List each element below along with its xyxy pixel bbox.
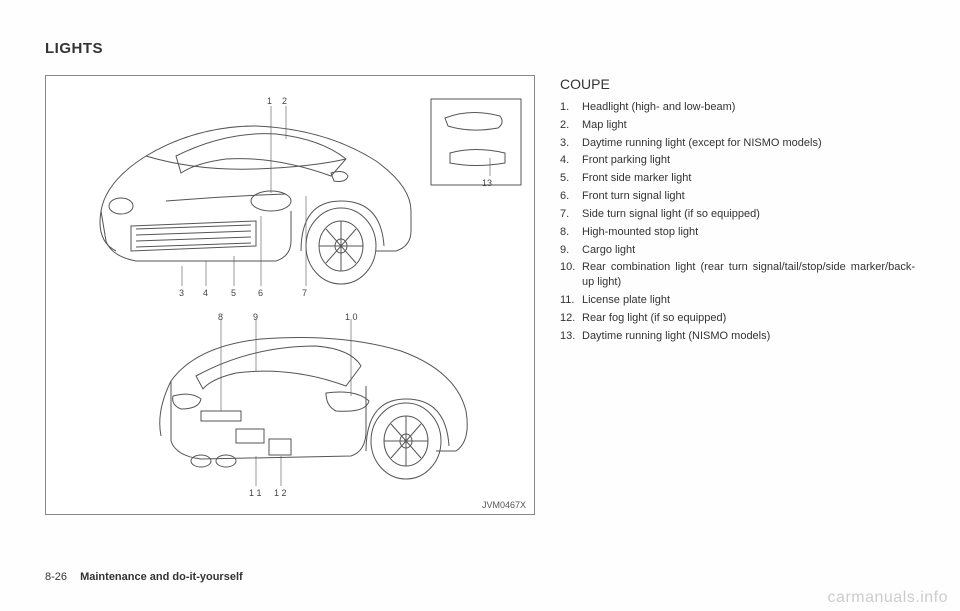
item-num: 13. [560,329,582,344]
list-item: 4.Front parking light [560,153,915,168]
item-num: 10. [560,260,582,290]
callout-2: 2 [282,96,287,106]
item-num: 5. [560,171,582,186]
item-num: 12. [560,311,582,326]
item-num: 2. [560,118,582,133]
callout-3: 3 [179,288,184,298]
item-text: Front side marker light [582,171,915,186]
item-text: Daytime running light (except for NISMO … [582,136,915,151]
figure-column: 1 2 3 4 5 6 7 13 [45,75,535,515]
inset-detail [430,98,522,186]
list-item: 10.Rear combination light (rear turn sig… [560,260,915,290]
callout-9: 9 [253,312,258,322]
subheading: COUPE [560,75,915,94]
list-item: 2.Map light [560,118,915,133]
car-rear-diagram [141,311,476,496]
list-item: 13.Daytime running light (NISMO models) [560,329,915,344]
item-num: 6. [560,189,582,204]
item-text: License plate light [582,293,915,308]
callout-1: 1 [267,96,272,106]
item-num: 11. [560,293,582,308]
text-column: COUPE 1.Headlight (high- and low-beam) 2… [560,75,915,515]
item-text: Cargo light [582,243,915,258]
list-item: 7.Side turn signal light (if so equipped… [560,207,915,222]
item-text: Map light [582,118,915,133]
page-heading: LIGHTS [45,40,915,57]
figure-box: 1 2 3 4 5 6 7 13 [45,75,535,515]
watermark: carmanuals.info [828,589,948,607]
page-number: 8-26 [45,571,67,583]
callout-7: 7 [302,288,307,298]
list-item: 12.Rear fog light (if so equipped) [560,311,915,326]
item-num: 3. [560,136,582,151]
list-item: 9.Cargo light [560,243,915,258]
callout-11: 1 1 [249,488,262,498]
callout-12: 1 2 [274,488,287,498]
figure-reference: JVM0467X [482,500,526,510]
lights-list: 1.Headlight (high- and low-beam) 2.Map l… [560,100,915,344]
section-title: Maintenance and do-it-yourself [80,571,243,583]
item-text: Front parking light [582,153,915,168]
item-text: Daytime running light (NISMO models) [582,329,915,344]
list-item: 6.Front turn signal light [560,189,915,204]
item-text: Rear fog light (if so equipped) [582,311,915,326]
callout-5: 5 [231,288,236,298]
item-num: 9. [560,243,582,258]
item-num: 8. [560,225,582,240]
list-item: 5.Front side marker light [560,171,915,186]
list-item: 8.High-mounted stop light [560,225,915,240]
item-text: High-mounted stop light [582,225,915,240]
content-row: 1 2 3 4 5 6 7 13 [45,75,915,515]
item-num: 4. [560,153,582,168]
callout-10: 1 0 [345,312,358,322]
item-num: 7. [560,207,582,222]
list-item: 3.Daytime running light (except for NISM… [560,136,915,151]
item-text: Side turn signal light (if so equipped) [582,207,915,222]
callout-4: 4 [203,288,208,298]
callout-6: 6 [258,288,263,298]
item-num: 1. [560,100,582,115]
callout-8: 8 [218,312,223,322]
item-text: Rear combination light (rear turn signal… [582,260,915,290]
item-text: Front turn signal light [582,189,915,204]
list-item: 1.Headlight (high- and low-beam) [560,100,915,115]
car-front-diagram [76,101,416,296]
page-footer: 8-26 Maintenance and do-it-yourself [45,571,243,583]
callout-13: 13 [482,178,492,188]
item-text: Headlight (high- and low-beam) [582,100,915,115]
list-item: 11.License plate light [560,293,915,308]
